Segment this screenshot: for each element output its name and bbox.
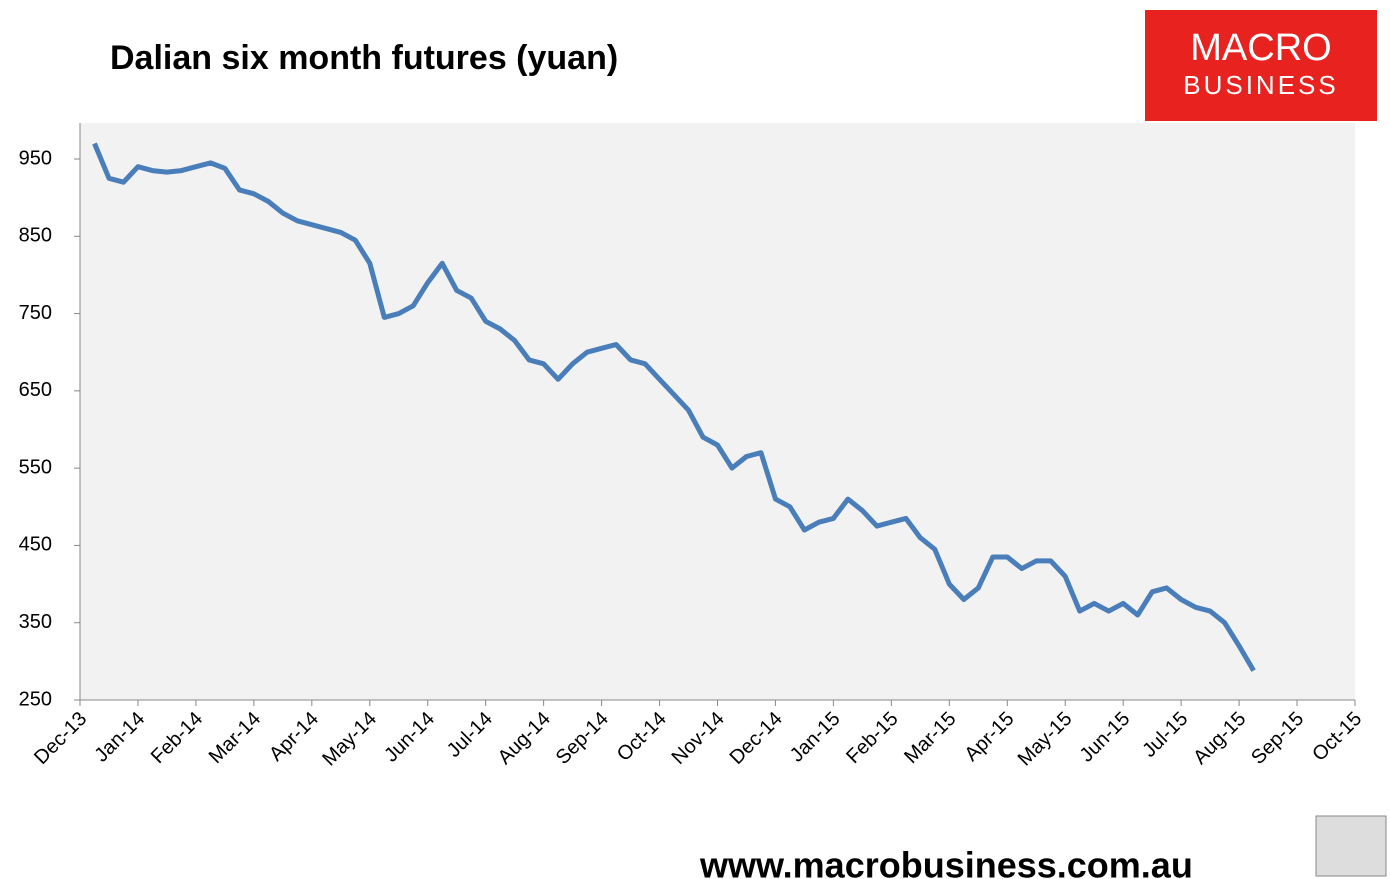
x-tick-label: Jun-15 <box>1076 708 1135 767</box>
x-tick-label: Jan-15 <box>786 708 845 767</box>
y-tick-label: 750 <box>19 302 52 324</box>
logo-top: MACRO <box>1190 27 1331 69</box>
x-tick-label: Mar-15 <box>900 708 960 768</box>
y-tick-label: 650 <box>19 379 52 401</box>
footer-url: www.macrobusiness.com.au <box>699 845 1193 879</box>
x-tick-label: Aug-14 <box>494 708 555 769</box>
y-tick-label: 350 <box>19 611 52 633</box>
x-tick-label: Dec-14 <box>726 708 787 769</box>
y-tick-label: 850 <box>19 225 52 247</box>
x-tick-label: Oct-15 <box>1308 708 1366 766</box>
x-tick-label: Jan-14 <box>90 708 149 767</box>
x-tick-label: Apr-15 <box>961 708 1019 766</box>
plot-area <box>80 123 1355 700</box>
chart-title: Dalian six month futures (yuan) <box>110 39 618 77</box>
y-tick-label: 550 <box>19 456 52 478</box>
x-tick-label: May-14 <box>318 708 381 771</box>
x-tick-label: Oct-14 <box>613 708 671 766</box>
x-tick-label: Feb-14 <box>147 708 207 768</box>
x-tick-label: Mar-14 <box>205 708 265 768</box>
x-tick-label: Sep-14 <box>552 708 613 769</box>
logo <box>1145 10 1377 121</box>
wolf-icon <box>1315 815 1387 877</box>
x-tick-label: Jun-14 <box>380 708 439 767</box>
x-tick-label: Jul-14 <box>443 708 497 762</box>
y-tick-label: 950 <box>19 147 52 169</box>
logo-bottom: BUSINESS <box>1183 70 1339 100</box>
x-tick-label: Apr-14 <box>265 708 323 766</box>
x-tick-label: May-15 <box>1014 708 1077 771</box>
line-series <box>92 142 1256 672</box>
y-tick-label: 250 <box>19 688 52 710</box>
x-tick-label: Feb-15 <box>842 708 902 768</box>
x-tick-label: Aug-15 <box>1189 708 1250 769</box>
y-tick-label: 450 <box>19 534 52 556</box>
x-tick-label: Dec-13 <box>30 708 91 769</box>
x-tick-label: Jul-15 <box>1138 708 1192 762</box>
x-tick-label: Sep-15 <box>1247 708 1308 769</box>
x-tick-label: Nov-14 <box>668 708 729 769</box>
